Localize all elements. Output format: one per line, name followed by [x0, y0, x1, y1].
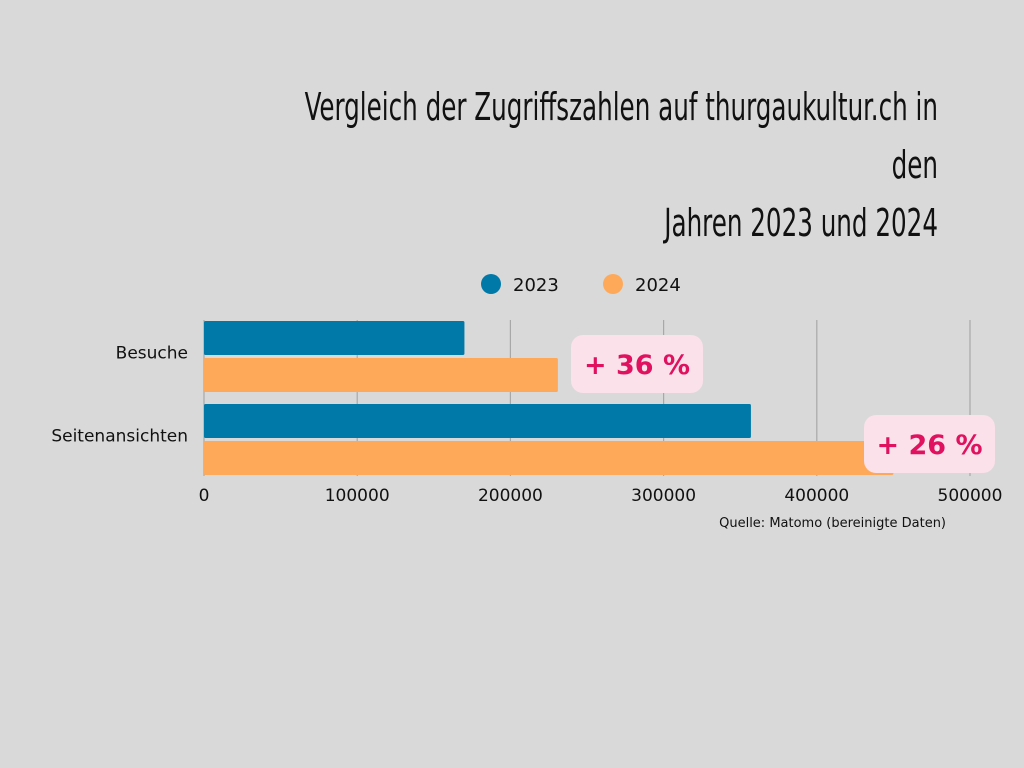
x-tick-label: 100000 [325, 486, 390, 506]
category-label: Seitenansichten [51, 427, 188, 447]
bar-2024-seitenansichten [204, 441, 894, 475]
change-badge-text: + 26 % [876, 430, 982, 461]
legend-marker-2023 [481, 274, 501, 294]
x-tick-label: 400000 [784, 486, 849, 506]
legend-marker-2024 [603, 274, 623, 294]
legend-label: 2024 [635, 275, 681, 296]
x-tick-label: 0 [199, 486, 210, 506]
x-tick-label: 500000 [938, 486, 1003, 506]
chart-title: Vergleich der Zugriffszahlen auf thurgau… [304, 78, 938, 252]
bar-2023-seitenansichten [204, 404, 751, 438]
bar-2023-besuche [204, 321, 465, 355]
change-badge [864, 415, 995, 473]
legend-label: 2023 [513, 275, 559, 296]
change-badge-text: + 36 % [584, 350, 690, 381]
category-label: Besuche [116, 344, 188, 364]
chart-title-line-2: Jahren 2023 und 2024 [664, 201, 938, 245]
source-note: Quelle: Matomo (bereinigte Daten) [719, 516, 946, 531]
change-badge [571, 335, 703, 393]
x-tick-label: 300000 [631, 486, 696, 506]
x-tick-label: 200000 [478, 486, 543, 506]
bar-2024-besuche [204, 358, 558, 392]
chart-title-line-1: Vergleich der Zugriffszahlen auf thurgau… [304, 85, 939, 187]
